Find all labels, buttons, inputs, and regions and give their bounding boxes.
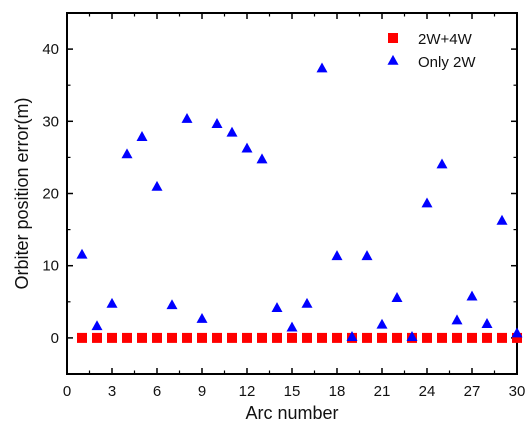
data-point-triangle <box>91 320 103 331</box>
data-point-square <box>332 332 342 343</box>
series-only-2w <box>76 62 523 341</box>
legend-item-only-2w: Only 2W <box>387 54 476 71</box>
data-point-square <box>497 332 507 343</box>
data-point-triangle <box>376 318 388 329</box>
data-point-square <box>227 332 237 343</box>
data-point-square <box>422 332 432 343</box>
data-point-square <box>107 332 117 343</box>
x-tick-label: 18 <box>329 383 346 400</box>
x-tick-label: 6 <box>153 383 161 400</box>
x-tick-label: 0 <box>63 383 71 400</box>
data-point-triangle <box>136 131 148 141</box>
data-point-triangle <box>466 290 478 301</box>
x-axis-label: Arc number <box>245 403 338 423</box>
data-points <box>76 62 523 343</box>
series-2w-4w <box>77 332 522 343</box>
x-tick-labels: 0 3 6 9 12 15 18 21 24 27 30 <box>63 383 526 400</box>
data-point-triangle <box>346 331 358 341</box>
data-point-square <box>317 332 327 343</box>
data-point-square <box>467 332 477 343</box>
data-point-triangle <box>436 158 448 169</box>
x-tick-label: 21 <box>374 383 391 400</box>
x-tick-label: 30 <box>509 383 526 400</box>
legend-item-2w-4w: 2W+4W <box>388 31 473 48</box>
y-axis-label: Orbiter position error(m) <box>12 97 32 289</box>
data-point-square <box>182 332 192 343</box>
data-point-triangle <box>226 126 238 137</box>
data-point-triangle <box>286 321 298 332</box>
data-point-triangle <box>331 250 343 261</box>
data-point-triangle <box>256 153 268 164</box>
data-point-triangle <box>316 62 328 73</box>
legend-label-2w-4w: 2W+4W <box>418 31 473 48</box>
y-tick-label: 30 <box>42 113 59 130</box>
y-tick-label: 20 <box>42 186 59 203</box>
data-point-square <box>152 332 162 343</box>
y-tick-label: 10 <box>42 258 59 275</box>
y-tick-label: 40 <box>42 41 59 58</box>
legend-marker-triangle <box>387 54 399 65</box>
data-point-square <box>377 332 387 343</box>
data-point-square <box>212 332 222 343</box>
y-tick-labels: 0 10 20 30 40 <box>42 41 59 347</box>
x-tick-label: 9 <box>198 383 206 400</box>
legend-label-only-2w: Only 2W <box>418 54 476 71</box>
data-point-square <box>437 332 447 343</box>
data-point-triangle <box>391 292 403 302</box>
data-point-square <box>137 332 147 343</box>
data-point-triangle <box>361 250 373 261</box>
data-point-triangle <box>121 148 133 159</box>
legend: 2W+4W Only 2W <box>387 31 476 71</box>
data-point-triangle <box>421 197 433 208</box>
data-point-square <box>392 332 402 343</box>
data-point-triangle <box>271 302 283 313</box>
data-point-square <box>272 332 282 343</box>
data-point-triangle <box>211 118 223 128</box>
data-point-triangle <box>241 142 253 153</box>
data-point-triangle <box>196 312 208 323</box>
data-point-square <box>257 332 267 343</box>
legend-marker-square <box>388 33 398 43</box>
data-point-square <box>167 332 177 343</box>
data-point-triangle <box>181 112 193 123</box>
x-tick-label: 24 <box>419 383 436 400</box>
data-point-triangle <box>496 214 508 225</box>
data-point-triangle <box>511 327 523 338</box>
data-point-triangle <box>106 297 118 308</box>
data-point-square <box>512 332 522 343</box>
data-point-square <box>482 332 492 343</box>
data-point-square <box>242 332 252 343</box>
data-point-square <box>452 332 462 343</box>
x-tick-label: 15 <box>284 383 301 400</box>
data-point-square <box>77 332 87 343</box>
x-tick-label: 12 <box>239 383 256 400</box>
data-point-triangle <box>76 248 88 259</box>
data-point-square <box>122 332 132 343</box>
data-point-square <box>302 332 312 343</box>
data-point-square <box>197 332 207 343</box>
data-point-triangle <box>451 314 463 325</box>
data-point-triangle <box>406 331 418 341</box>
data-point-square <box>287 332 297 343</box>
data-point-square <box>362 332 372 343</box>
x-tick-label: 27 <box>464 383 481 400</box>
axis-ticks <box>66 12 518 375</box>
data-point-square <box>92 332 102 343</box>
data-point-triangle <box>481 318 493 328</box>
data-point-triangle <box>151 180 163 191</box>
y-tick-label: 0 <box>51 330 59 347</box>
data-point-triangle <box>166 299 178 310</box>
data-point-triangle <box>301 297 313 308</box>
x-tick-label: 3 <box>108 383 116 400</box>
